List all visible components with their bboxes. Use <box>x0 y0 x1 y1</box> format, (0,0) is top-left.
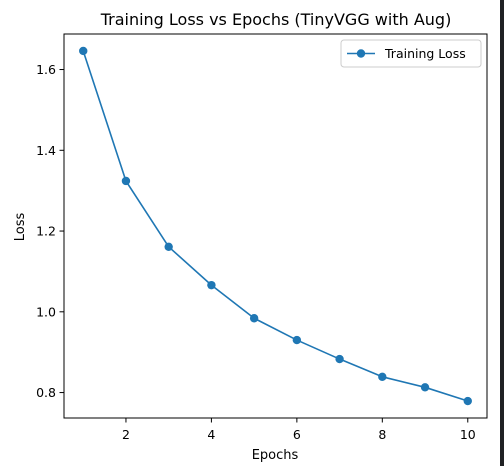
plot-area: 2 4 6 8 10 0.8 1.0 1.2 1.4 1.6 Training Loss <box>36 33 488 442</box>
data-point-9 <box>420 383 430 392</box>
x-tick-label: 4 <box>207 427 215 442</box>
y-tick-label: 1.0 <box>36 304 56 319</box>
data-point-8 <box>378 372 387 382</box>
data-point-5 <box>249 314 259 323</box>
legend-box <box>340 39 482 68</box>
data-point-2 <box>121 176 131 186</box>
x-tick-label: 2 <box>122 427 130 442</box>
data-point-1 <box>79 46 88 56</box>
x-tick-label: 10 <box>460 427 476 442</box>
window-edge-strip <box>500 0 504 466</box>
legend-swatch-marker <box>356 49 366 58</box>
x-axis-label: Epochs <box>252 448 299 463</box>
data-point-4 <box>207 280 216 290</box>
y-tick-label: 1.2 <box>36 224 56 239</box>
legend-label: Training Loss <box>384 46 466 61</box>
y-axis-label: Loss <box>13 213 28 242</box>
data-point-6 <box>292 335 302 345</box>
data-point-10 <box>463 396 472 406</box>
chart-title: Training Loss vs Epochs (TinyVGG with Au… <box>100 10 452 29</box>
data-point-3 <box>164 242 173 251</box>
y-tick-label: 1.6 <box>36 62 56 77</box>
x-tick-label: 6 <box>293 427 301 442</box>
y-tick-label: 0.8 <box>36 385 56 400</box>
axes-frame <box>63 33 488 419</box>
x-tick-label: 8 <box>378 427 386 442</box>
data-point-7 <box>335 354 344 364</box>
y-tick-label: 1.4 <box>36 143 56 158</box>
series-line-0 <box>82 50 469 402</box>
